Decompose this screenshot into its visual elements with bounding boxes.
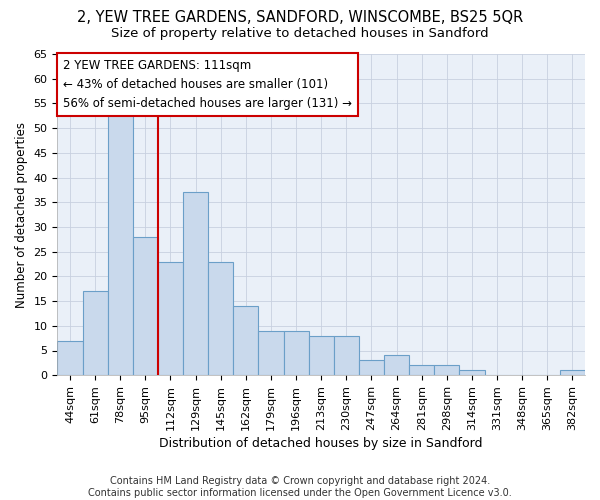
Y-axis label: Number of detached properties: Number of detached properties [15,122,28,308]
Bar [183,192,208,375]
Text: Size of property relative to detached houses in Sandford: Size of property relative to detached ho… [111,28,489,40]
Bar [83,291,107,375]
Bar [233,306,259,375]
X-axis label: Distribution of detached houses by size in Sandford: Distribution of detached houses by size … [160,437,483,450]
Bar [359,360,384,375]
Bar [560,370,585,375]
Bar [284,330,308,375]
Bar [409,366,434,375]
Bar [58,340,83,375]
Text: 2 YEW TREE GARDENS: 111sqm
← 43% of detached houses are smaller (101)
56% of sem: 2 YEW TREE GARDENS: 111sqm ← 43% of deta… [62,59,352,110]
Bar [308,336,334,375]
Bar [334,336,359,375]
Bar [460,370,485,375]
Bar [434,366,460,375]
Bar [133,237,158,375]
Bar [208,262,233,375]
Bar [259,330,284,375]
Text: Contains HM Land Registry data © Crown copyright and database right 2024.
Contai: Contains HM Land Registry data © Crown c… [88,476,512,498]
Text: 2, YEW TREE GARDENS, SANDFORD, WINSCOMBE, BS25 5QR: 2, YEW TREE GARDENS, SANDFORD, WINSCOMBE… [77,10,523,25]
Bar [384,356,409,375]
Bar [158,262,183,375]
Bar [107,114,133,375]
